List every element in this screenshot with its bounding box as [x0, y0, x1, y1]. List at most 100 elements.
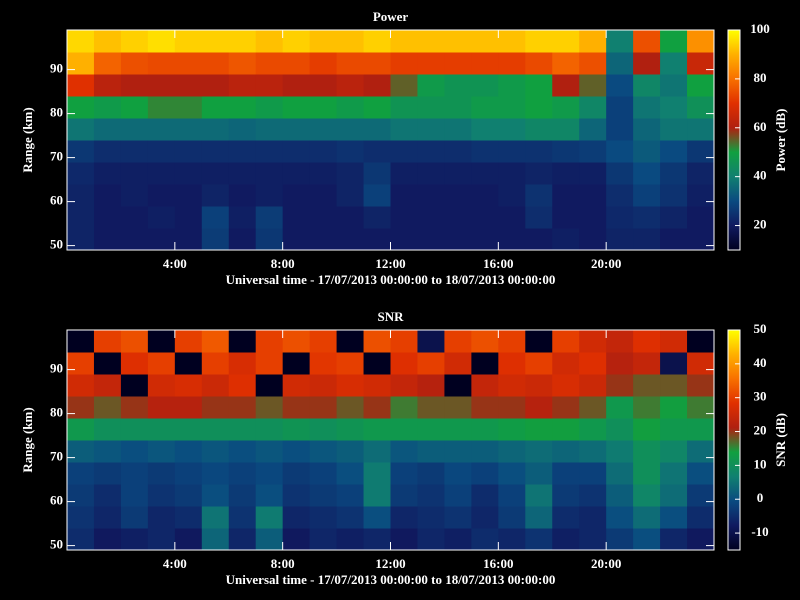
heat-cell [525, 396, 553, 419]
heat-cell [93, 52, 122, 75]
y-tick-label: 60 [50, 493, 63, 508]
heat-cell [606, 330, 634, 353]
heat-cell [67, 396, 95, 419]
heat-cell [201, 228, 230, 251]
heat-cell [633, 184, 661, 207]
heat-cell [282, 96, 311, 119]
heat-cell [120, 184, 149, 207]
colorbar-label: Power (dB) [773, 109, 788, 172]
heat-cell [67, 352, 95, 375]
heat-cell [120, 374, 149, 397]
heat-cell [174, 418, 203, 441]
heat-cell [579, 396, 607, 419]
heat-cell [660, 74, 688, 97]
heat-cell [579, 96, 607, 119]
heat-cell [579, 162, 607, 185]
heat-cell [282, 352, 311, 375]
heat-cell [363, 440, 391, 463]
x-axis-label: Universal time - 17/07/2013 00:00:00 to … [226, 272, 556, 287]
heat-cell [309, 96, 338, 119]
heat-cell [390, 140, 418, 163]
heat-cell [444, 484, 472, 507]
heat-cell [282, 184, 311, 207]
heat-cell [417, 206, 445, 229]
heat-cell [525, 440, 553, 463]
heat-cell [687, 484, 715, 507]
heat-cell [201, 140, 230, 163]
heat-cell [93, 30, 122, 53]
heat-cell [660, 396, 688, 419]
heat-cell [417, 184, 445, 207]
heat-cell [174, 118, 203, 141]
heat-cell [633, 418, 661, 441]
heat-cell [417, 374, 445, 397]
heat-cell [228, 206, 257, 229]
heat-cell [687, 52, 715, 75]
heat-cell [525, 96, 553, 119]
heat-cell [660, 352, 688, 375]
heat-cell [336, 418, 365, 441]
heat-cell [417, 118, 445, 141]
colorbar-tick-label: 10 [754, 456, 767, 471]
colorbar-tick-label: 80 [754, 70, 767, 85]
x-tick-label: 12:00 [375, 256, 405, 271]
heat-cell [633, 462, 661, 485]
heat-cell [120, 462, 149, 485]
heat-cell [363, 462, 391, 485]
y-tick-label: 90 [50, 361, 63, 376]
heat-cell [606, 96, 634, 119]
heat-cell [309, 118, 338, 141]
heat-cell [687, 528, 715, 551]
heat-cell [417, 162, 445, 185]
heat-cell [67, 140, 95, 163]
heat-cell [174, 484, 203, 507]
heat-cell [363, 74, 391, 97]
heat-cell [93, 352, 122, 375]
heat-cell [525, 352, 553, 375]
heat-cell [633, 162, 661, 185]
heat-cell [390, 528, 418, 551]
heat-cell [93, 118, 122, 141]
heat-cell [687, 352, 715, 375]
heat-cell [336, 484, 365, 507]
heat-cell [606, 30, 634, 53]
heat-cell [525, 484, 553, 507]
heat-cell [633, 206, 661, 229]
heat-cell [471, 140, 499, 163]
heat-cell [525, 30, 553, 53]
heat-cell [633, 528, 661, 551]
heat-cell [67, 74, 95, 97]
heat-cell [228, 330, 257, 353]
heat-cell [687, 96, 715, 119]
heat-cell [552, 184, 580, 207]
heat-cell [606, 140, 634, 163]
heat-cell [552, 396, 580, 419]
heat-cell [363, 140, 391, 163]
heat-cell [120, 396, 149, 419]
heat-cell [498, 206, 526, 229]
heat-cell [552, 352, 580, 375]
heat-cell [687, 140, 715, 163]
heat-cell [336, 74, 365, 97]
heat-cell [660, 528, 688, 551]
heat-cell [147, 118, 176, 141]
heat-cell [174, 440, 203, 463]
heat-cell [282, 506, 311, 529]
heat-cell [309, 184, 338, 207]
heat-cell [417, 228, 445, 251]
heat-cell [498, 440, 526, 463]
heat-cell [552, 228, 580, 251]
heat-cell [228, 96, 257, 119]
heat-cell [444, 228, 472, 251]
heat-cell [498, 52, 526, 75]
heat-cell [228, 462, 257, 485]
heat-cell [282, 30, 311, 53]
heat-cell [471, 374, 499, 397]
heat-cell [174, 30, 203, 53]
heat-cell [120, 330, 149, 353]
heat-cell [93, 440, 122, 463]
heat-cell [309, 462, 338, 485]
heat-cell [633, 118, 661, 141]
heat-cell [606, 206, 634, 229]
heat-cell [255, 162, 284, 185]
